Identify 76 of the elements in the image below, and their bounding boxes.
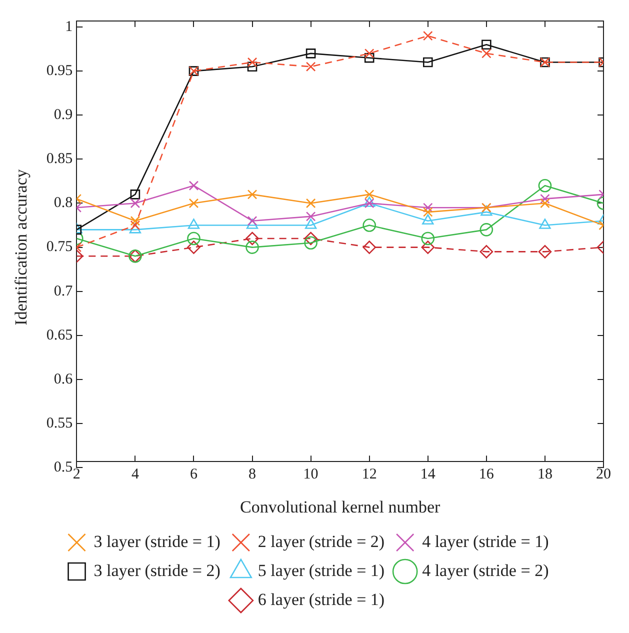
point [304, 236, 318, 250]
y-tick-label: 0.6 [54, 371, 74, 388]
point [304, 218, 317, 229]
point [304, 232, 318, 246]
x-axis-title: Convolutional kernel number [240, 497, 440, 516]
point [187, 232, 200, 246]
y-tick-label: 0.7 [54, 283, 74, 300]
point [187, 240, 200, 254]
point [364, 48, 374, 58]
point [540, 198, 550, 208]
point [246, 240, 259, 254]
x-tick-label: 14 [420, 466, 436, 483]
y-tick-label: 0.8 [54, 195, 73, 212]
point [306, 62, 316, 72]
y-tick-label: 0.85 [46, 151, 73, 168]
point [422, 214, 434, 225]
point [480, 205, 492, 216]
point [246, 232, 259, 246]
point [247, 57, 258, 68]
y-tick-label: 0.55 [46, 415, 73, 432]
x-tick-label: 2 [72, 466, 80, 483]
legend-label: 2 layer (stride = 2) [258, 532, 385, 551]
point [246, 218, 258, 229]
point [130, 220, 140, 230]
point [306, 212, 316, 222]
point [538, 178, 552, 192]
x-tick-label: 10 [303, 466, 318, 483]
legend-label: 6 layer (stride = 1) [258, 590, 385, 609]
point [188, 218, 200, 229]
point [421, 240, 435, 254]
point [480, 223, 494, 236]
point [422, 207, 433, 217]
legend-label: 4 layer (stride = 1) [422, 532, 549, 551]
legend-label: 4 layer (stride = 2) [422, 560, 549, 580]
point [188, 180, 199, 191]
point [247, 62, 258, 72]
point [130, 190, 140, 200]
point [482, 48, 492, 58]
legend-label: 3 layer (stride = 1) [94, 532, 220, 551]
x-tick-label: 20 [596, 466, 611, 483]
y-tick-label: 0.5 [54, 460, 73, 476]
point [188, 198, 199, 208]
legend-label: 3 layer (stride = 2) [94, 560, 220, 580]
point [422, 57, 433, 68]
x-tick-label: 18 [537, 466, 552, 483]
point [129, 223, 142, 234]
x-tick-label: 16 [478, 466, 494, 483]
point [539, 218, 551, 229]
y-tick-label: 0.95 [46, 63, 73, 79]
point [362, 218, 376, 232]
x-tick-label: 4 [131, 466, 140, 483]
point [422, 30, 433, 41]
point [247, 216, 258, 226]
y-tick-label: 1 [65, 18, 73, 35]
point [306, 48, 316, 58]
y-axis-title: Identification accuracy [12, 168, 31, 326]
point [480, 245, 494, 258]
x-tick-label: 12 [362, 466, 377, 483]
y-tick-label: 0.9 [54, 107, 73, 124]
point [421, 232, 435, 246]
point [130, 216, 140, 226]
y-tick-label: 0.65 [46, 327, 73, 344]
point [422, 202, 433, 213]
legend-label: 5 layer (stride = 1) [258, 560, 385, 580]
point [362, 240, 376, 254]
point [538, 245, 552, 258]
point [247, 190, 258, 200]
x-tick-label: 8 [248, 466, 256, 483]
point [364, 190, 374, 200]
x-tick-label: 6 [190, 466, 198, 483]
point [306, 198, 316, 208]
point [364, 52, 374, 63]
point [482, 40, 492, 50]
point [130, 198, 140, 208]
y-tick-label: 0.75 [46, 239, 73, 256]
point [540, 194, 550, 204]
